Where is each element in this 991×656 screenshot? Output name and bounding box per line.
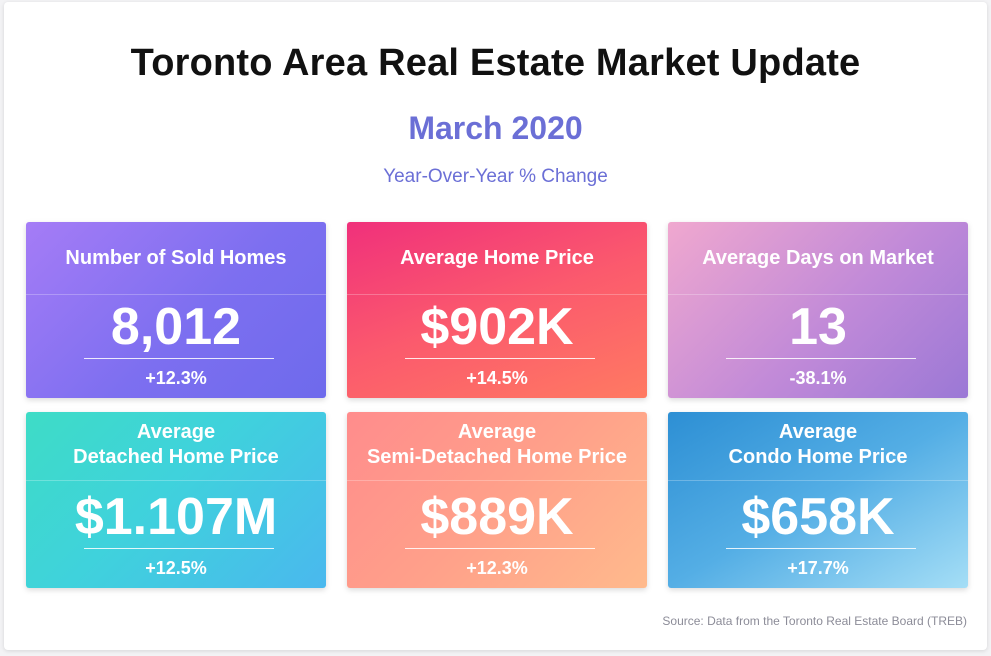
card-divider [668, 294, 968, 295]
change-caption: Year-Over-Year % Change [383, 166, 608, 187]
card-label-line1: Average [457, 421, 537, 443]
card-divider [347, 294, 647, 295]
card-label-line1: Average [778, 421, 858, 443]
card-divider [347, 480, 647, 481]
card-rule [405, 548, 595, 549]
infographic-page: Toronto Area Real Estate Market Update M… [4, 2, 987, 650]
card-change: -38.1% [789, 368, 847, 388]
period-subtitle: March 2020 [408, 110, 583, 146]
card-change: +14.5% [466, 368, 528, 388]
card-rule [726, 358, 916, 359]
card-rule [726, 548, 916, 549]
source-note: Source: Data from the Toronto Real Estat… [662, 614, 967, 628]
card-change: +12.5% [145, 558, 207, 578]
card-label: Number of Sold Homes [65, 246, 287, 269]
card-rule [405, 358, 595, 359]
card-label: Average Detached Home Price [26, 412, 326, 478]
card-label-line2: Detached Home Price [73, 446, 279, 468]
card-label-line2: Condo Home Price [728, 446, 908, 468]
card-change: +12.3% [145, 368, 207, 388]
card-value: $1.107M [74, 488, 278, 546]
stat-card-condo-price: Average Condo Home Price $658K +17.7% [668, 412, 968, 588]
card-value: 8,012 [110, 298, 242, 356]
card-value: $658K [741, 488, 895, 546]
stat-card-average-home-price: Average Home Price $902K +14.5% [347, 222, 647, 398]
card-change: +17.7% [787, 558, 849, 578]
stat-card-detached-price: Average Detached Home Price $1.107M +12.… [26, 412, 326, 588]
card-label-line1: Average [136, 421, 216, 443]
page-title: Toronto Area Real Estate Market Update [130, 42, 861, 84]
card-change: +12.3% [466, 558, 528, 578]
card-value: $889K [420, 488, 574, 546]
card-value: 13 [789, 298, 847, 356]
card-label: Average Semi-Detached Home Price [347, 412, 647, 478]
card-label-line2: Semi-Detached Home Price [366, 446, 628, 468]
stat-card-semi-detached-price: Average Semi-Detached Home Price $889K +… [347, 412, 647, 588]
card-divider [668, 480, 968, 481]
stat-card-sold-homes: Number of Sold Homes 8,012 +12.3% [26, 222, 326, 398]
card-label: Average Days on Market [702, 246, 934, 269]
card-value: $902K [420, 298, 574, 356]
card-divider [26, 480, 326, 481]
stat-card-days-on-market: Average Days on Market 13 -38.1% [668, 222, 968, 398]
card-divider [26, 294, 326, 295]
card-rule [84, 548, 274, 549]
card-rule [84, 358, 274, 359]
card-label: Average Home Price [400, 246, 594, 269]
card-label: Average Condo Home Price [668, 412, 968, 478]
